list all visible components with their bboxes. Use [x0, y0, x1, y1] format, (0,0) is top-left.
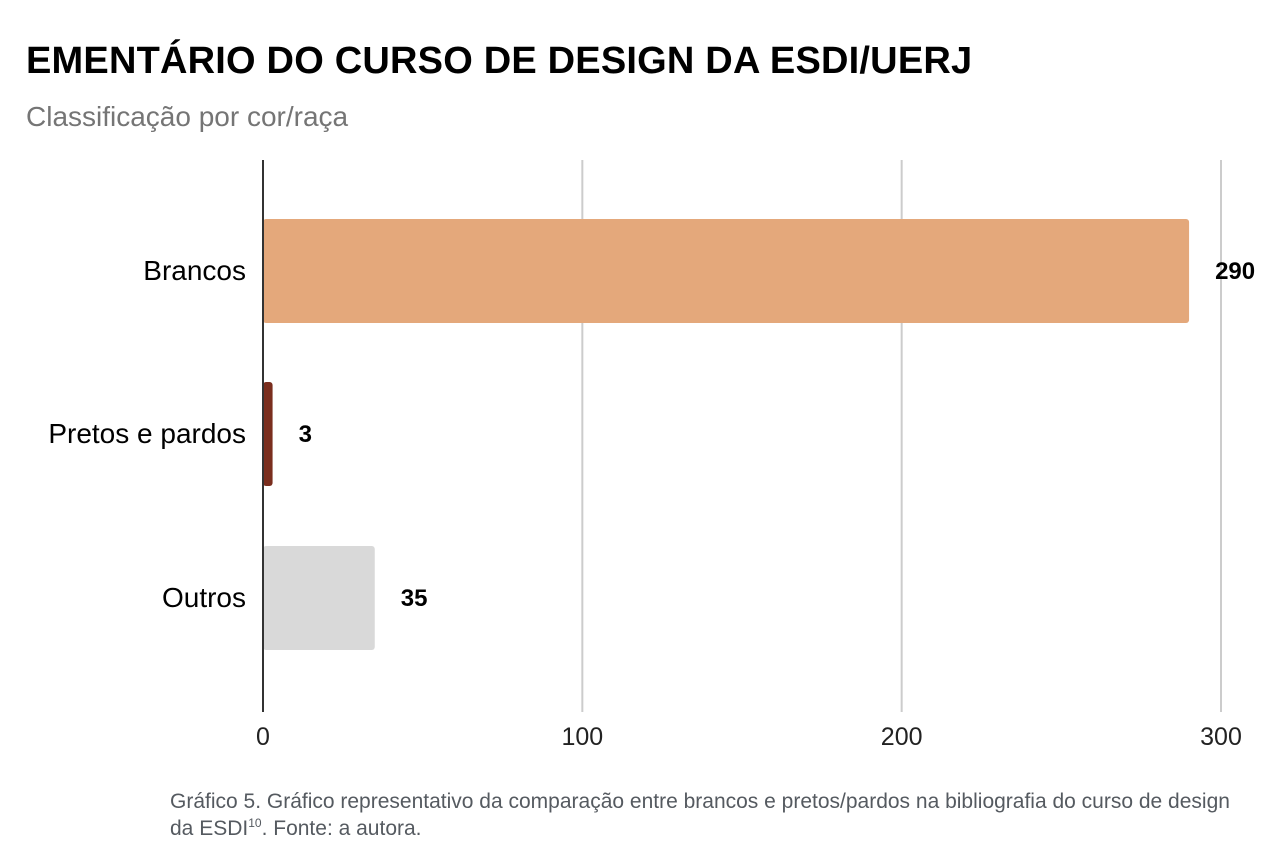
- bar-outros: [263, 546, 375, 650]
- figure-caption: Gráfico 5. Gráfico representativo da com…: [170, 788, 1255, 842]
- caption-source: . Fonte: a autora.: [261, 817, 422, 840]
- labels: 0 100 200 300 Brancos 290 Pretos e pardos 3 Outr…: [48, 255, 1255, 751]
- bars: [263, 219, 1190, 650]
- x-tick-label-0: 0: [256, 723, 270, 751]
- x-tick-label-200: 200: [881, 723, 923, 751]
- caption-text: Gráfico 5. Gráfico representativo da com…: [170, 790, 1230, 840]
- category-label-brancos: Brancos: [143, 255, 246, 286]
- chart-title: EMENTÁRIO DO CURSO DE DESIGN DA ESDI/UER…: [26, 40, 973, 82]
- footnote-reference: 10: [248, 816, 262, 830]
- data-label-outros: 35: [401, 585, 428, 612]
- bar-brancos: [263, 219, 1190, 323]
- x-tick-label-300: 300: [1200, 723, 1242, 751]
- chart-subtitle: Classificação por cor/raça: [26, 101, 349, 132]
- data-label-brancos: 290: [1215, 258, 1255, 285]
- category-label-outros: Outros: [162, 582, 246, 613]
- category-label-pretos-e-pardos: Pretos e pardos: [48, 418, 246, 449]
- data-label-pretos-e-pardos: 3: [299, 421, 312, 448]
- x-tick-label-100: 100: [561, 723, 603, 751]
- bar-chart: 0 100 200 300 Brancos 290 Pretos e pardos 3 Outr…: [48, 160, 1255, 751]
- bar-pretos-e-pardos: [263, 382, 273, 486]
